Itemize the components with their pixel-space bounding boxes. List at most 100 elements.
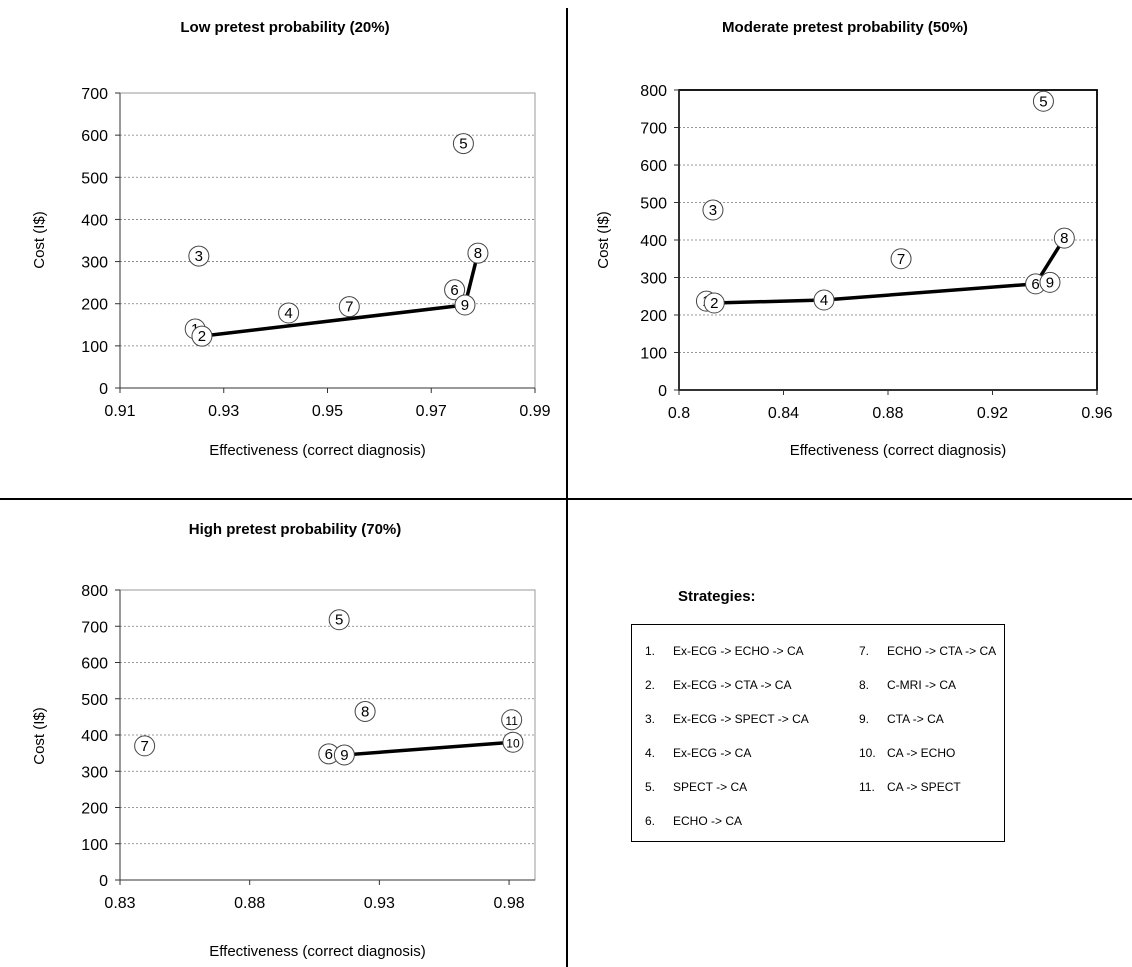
legend-num: 4.	[645, 746, 656, 760]
data-point-3	[702, 199, 724, 221]
y-tick-label: 200	[640, 308, 667, 325]
chart-moderate-pretest: 0 100 200 300 400 500 600 700 800 0.8 0.84 0.88 0.92…	[595, 83, 1113, 459]
data-point-10	[502, 731, 524, 753]
legend-num: 7.	[859, 644, 870, 658]
y-tick-label: 0	[99, 381, 108, 398]
data-point-label: 2	[198, 328, 206, 345]
y-tick-label: 700	[81, 86, 108, 103]
data-point-label: 11	[505, 714, 518, 728]
data-point-label: 10	[506, 736, 520, 750]
data-point-4	[813, 289, 835, 311]
y-tick-label: 500	[640, 196, 667, 213]
data-point-label: 9	[461, 297, 469, 314]
x-tick-label: 0.8	[668, 405, 690, 422]
y-tick-label: 500	[81, 170, 108, 187]
legend-num: 10.	[859, 746, 876, 760]
data-point-8	[1053, 227, 1075, 249]
x-tick-label: 0.88	[234, 895, 265, 912]
legend-item-2: 2. Ex-ECG -> CTA -> CA	[645, 678, 791, 692]
legend-item-1: 1. Ex-ECG -> ECHO -> CA	[645, 644, 804, 658]
legend-label: ECHO -> CA	[673, 814, 743, 828]
legend-item-4: 4. Ex-ECG -> CA	[645, 746, 751, 760]
data-point-3	[188, 245, 210, 267]
y-tick-label: 300	[640, 271, 667, 288]
x-tick-label: 0.98	[493, 895, 524, 912]
data-point-7	[134, 735, 156, 757]
x-tick-label: 0.93	[208, 403, 239, 420]
data-point-11	[501, 709, 523, 731]
y-tick-label: 400	[81, 728, 108, 745]
data-point-5	[452, 133, 474, 155]
data-point-label: 4	[820, 292, 828, 309]
y-tick-label: 400	[81, 212, 108, 229]
legend-num: 3.	[645, 712, 656, 726]
y-tick-label: 600	[81, 656, 108, 673]
chart-title-moderate: Moderate pretest probability (50%)	[722, 19, 968, 36]
data-point-label: 7	[897, 251, 905, 268]
data-point-8	[467, 242, 489, 264]
legend-label: CA -> SPECT	[887, 780, 961, 794]
horizontal-divider	[0, 498, 1132, 500]
legend-item-7: 7. ECHO -> CTA -> CA	[859, 644, 996, 658]
y-axis-label: Cost (I$)	[31, 211, 48, 269]
x-tick-label: 0.97	[416, 403, 447, 420]
data-point-6	[444, 279, 466, 301]
data-point-label: 3	[195, 248, 203, 265]
y-tick-label: 100	[640, 346, 667, 363]
data-point-9	[454, 294, 476, 316]
x-tick-label: 0.95	[312, 403, 343, 420]
data-point-label: 5	[459, 136, 467, 153]
x-tick-label: 0.96	[1081, 405, 1112, 422]
legend-num: 5.	[645, 780, 656, 794]
y-tick-label: 700	[640, 121, 667, 138]
legend-label: SPECT -> CA	[673, 780, 748, 794]
legend-label: Ex-ECG -> SPECT -> CA	[673, 712, 809, 726]
chart-low-pretest: 0 100 200 300 400 500 600 700 0.91 0.93 0.95 0.97 0.…	[31, 86, 551, 459]
legend-label: Ex-ECG -> CA	[673, 746, 752, 760]
y-tick-label: 600	[640, 158, 667, 175]
data-point-label: 7	[345, 299, 353, 316]
frontier-line	[201, 252, 480, 338]
y-tick-label: 800	[640, 83, 667, 100]
legend-num: 11.	[859, 780, 875, 794]
y-tick-label: 400	[640, 233, 667, 250]
x-axis-label: Effectiveness (correct diagnosis)	[209, 943, 425, 960]
chart-high-pretest: 0 100 200 300 400 500 600 700 800 0.83 0.88 0.93 0.9…	[31, 583, 536, 960]
strategies-legend: 1. Ex-ECG -> ECHO -> CA 2. Ex-ECG -> CTA -…	[631, 624, 1005, 842]
data-point-label: 4	[284, 305, 292, 322]
data-point-label: 6	[450, 282, 458, 299]
data-point-7	[890, 248, 912, 270]
plot-frame	[119, 92, 536, 389]
x-tick-label: 0.83	[104, 895, 135, 912]
legend-num: 1.	[645, 644, 656, 658]
legend-item-6: 6. ECHO -> CA	[645, 814, 742, 828]
y-axis-label: Cost (I$)	[595, 211, 612, 269]
y-tick-label: 200	[81, 297, 108, 314]
y-tick-label: 700	[81, 619, 108, 636]
y-tick-label: 800	[81, 583, 108, 600]
data-point-label: 6	[1031, 276, 1039, 293]
data-point-label: 3	[709, 202, 717, 219]
y-tick-label: 100	[81, 339, 108, 356]
x-tick-label: 0.84	[768, 405, 799, 422]
data-point-label: 7	[140, 738, 148, 755]
legend-num: 2.	[645, 678, 656, 692]
legend-item-5: 5. SPECT -> CA	[645, 780, 747, 794]
data-point-8	[354, 700, 376, 722]
y-tick-label: 500	[81, 692, 108, 709]
legend-item-10: 10. CA -> ECHO	[859, 746, 955, 760]
data-point-9	[1039, 271, 1061, 293]
data-point-label: 5	[335, 612, 343, 629]
data-point-2	[703, 292, 725, 314]
y-tick-label: 300	[81, 255, 108, 272]
data-point-7	[338, 296, 360, 318]
x-tick-label: 0.92	[977, 405, 1008, 422]
legend-num: 6.	[645, 814, 656, 828]
legend-label: CA -> ECHO	[887, 746, 956, 760]
y-tick-label: 0	[99, 873, 108, 890]
legend-item-3: 3. Ex-ECG -> SPECT -> CA	[645, 712, 809, 726]
data-point-2	[191, 325, 213, 347]
data-point-label: 6	[325, 746, 333, 763]
legend-num: 8.	[859, 678, 870, 692]
y-tick-label: 300	[81, 764, 108, 781]
